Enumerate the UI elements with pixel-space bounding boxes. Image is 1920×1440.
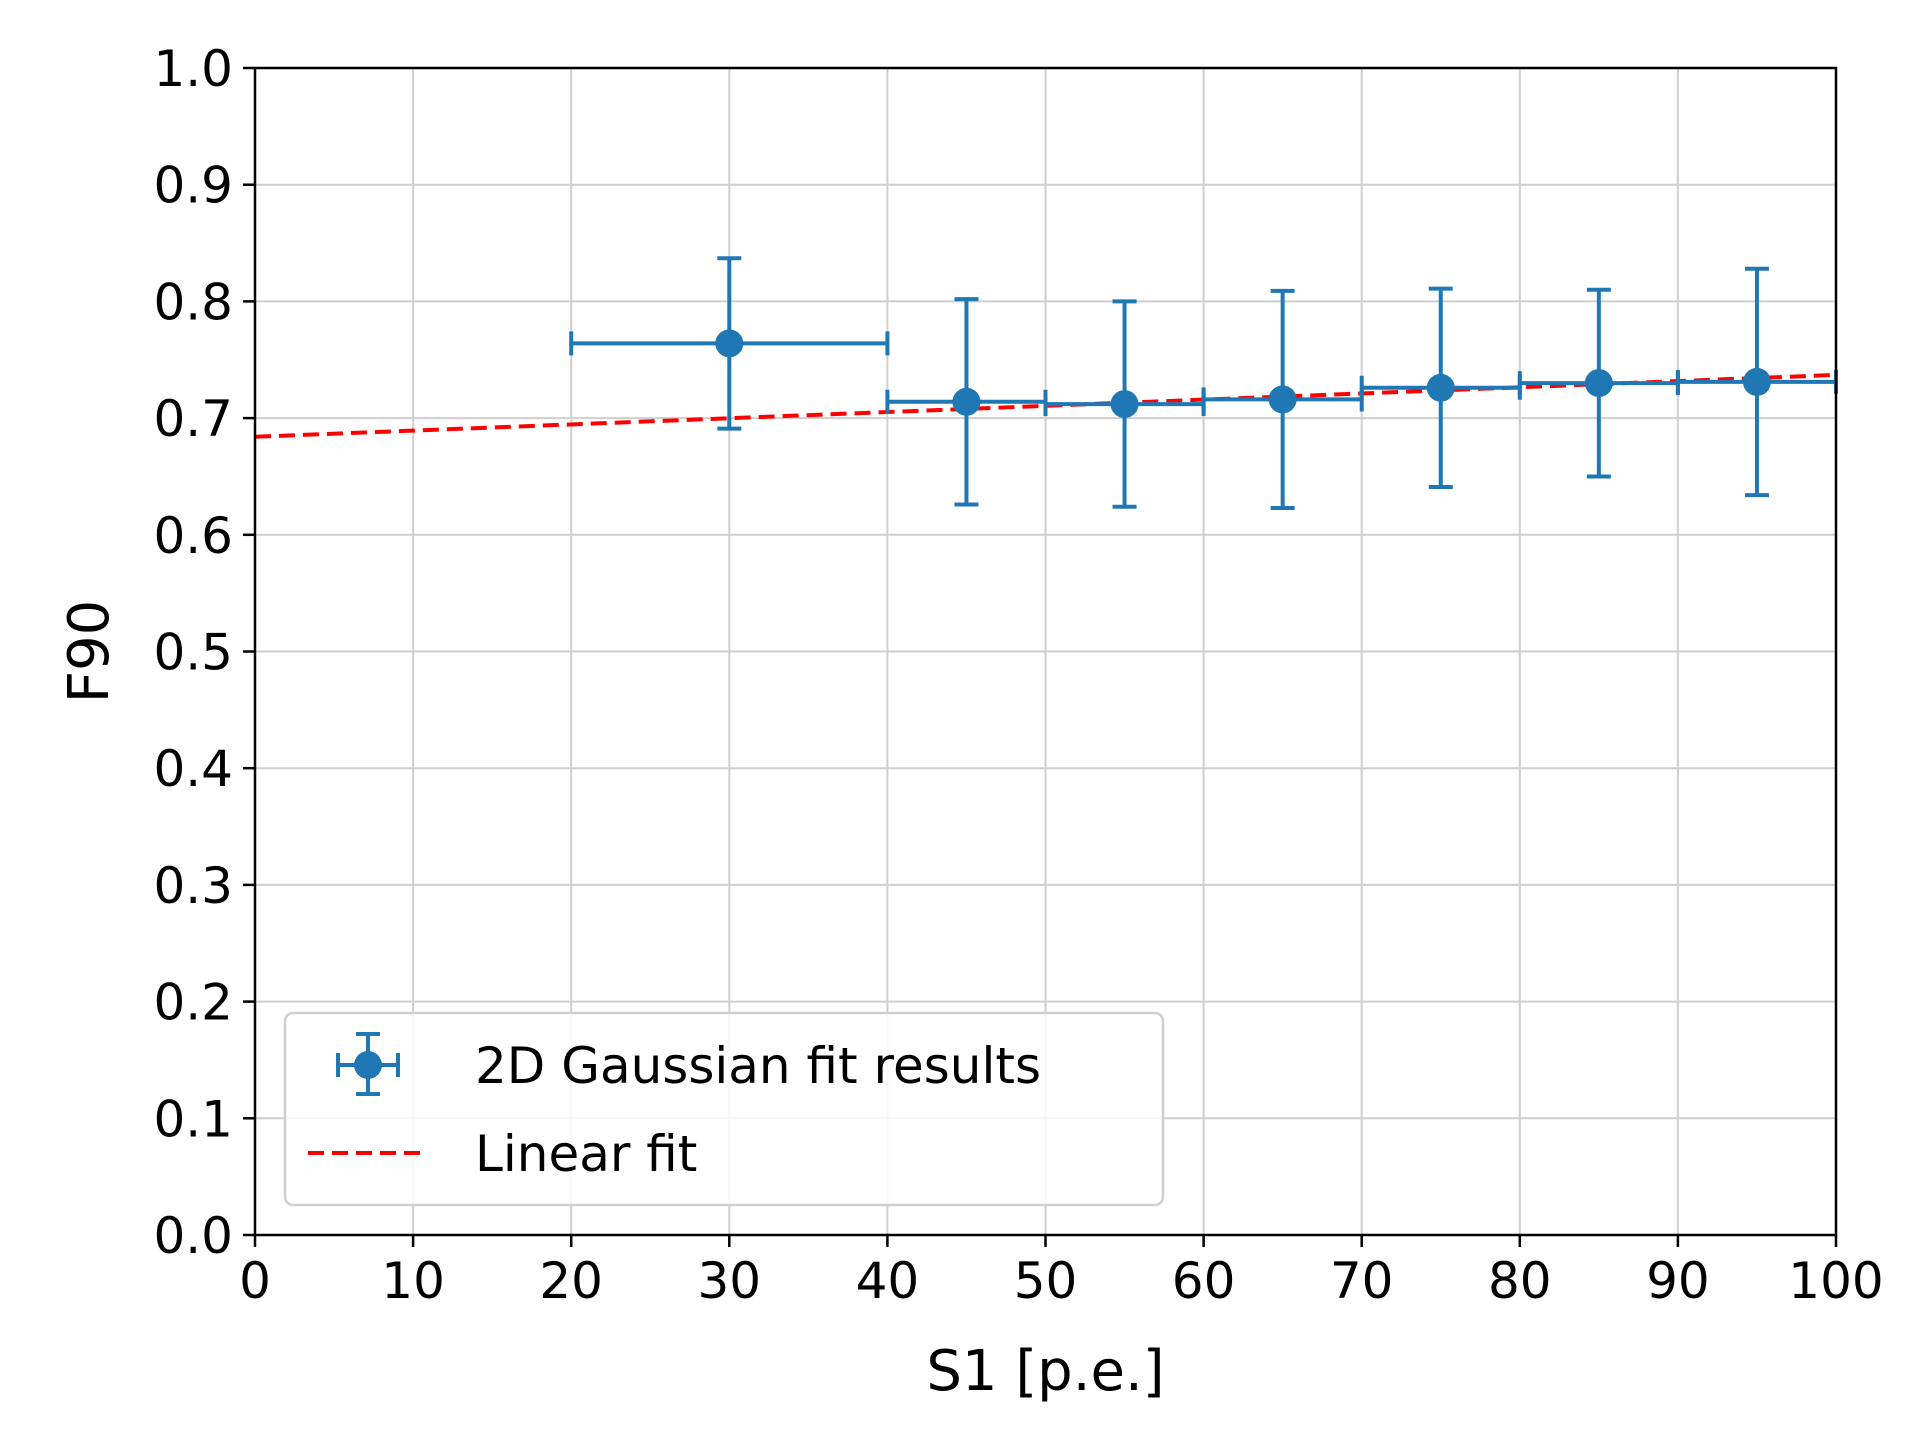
y-tick-label: 0.7 xyxy=(153,390,233,448)
legend-label-gaussian: 2D Gaussian fit results xyxy=(475,1037,1041,1095)
data-point xyxy=(1359,286,1522,489)
data-marker xyxy=(715,329,744,358)
legend-label-linear-fit: Linear fit xyxy=(475,1125,697,1183)
y-tick-label: 1.0 xyxy=(153,40,233,98)
y-tick-label: 0.9 xyxy=(153,157,233,215)
legend-box xyxy=(283,1011,1165,1207)
y-tick-label: 0.1 xyxy=(153,1090,233,1148)
data-marker xyxy=(1584,369,1613,398)
x-tick-label: 60 xyxy=(1172,1252,1236,1310)
y-tick-label: 0.3 xyxy=(153,857,233,915)
x-tick-label: 0 xyxy=(239,1252,271,1310)
data-point xyxy=(569,256,890,431)
y-tick-label: 0.2 xyxy=(153,974,233,1032)
x-tick-label: 100 xyxy=(1788,1252,1883,1310)
data-point xyxy=(1517,287,1680,479)
data-marker xyxy=(1268,385,1297,414)
data-marker xyxy=(952,387,981,416)
data-marker xyxy=(1426,373,1455,402)
y-tick-label: 0.4 xyxy=(153,740,233,798)
data-marker xyxy=(1110,390,1139,419)
y-tick-label: 0.5 xyxy=(153,624,233,682)
x-tick-label: 70 xyxy=(1330,1252,1394,1310)
legend-errorbar-marker xyxy=(336,1032,400,1096)
y-tick-label: 0.0 xyxy=(153,1207,233,1265)
data-point xyxy=(1675,266,1838,498)
x-tick-label: 20 xyxy=(539,1252,603,1310)
x-tick-label: 30 xyxy=(697,1252,761,1310)
x-tick-label: 10 xyxy=(381,1252,445,1310)
x-tick-label: 80 xyxy=(1488,1252,1552,1310)
x-ticks: 0 10 20 30 40 50 60 70 80 90 100 xyxy=(239,1235,1884,1310)
data-point xyxy=(1043,299,1206,509)
y-tick-label: 0.6 xyxy=(153,507,233,565)
x-tick-label: 40 xyxy=(856,1252,920,1310)
x-axis-label: S1 [p.e.] xyxy=(926,1339,1164,1404)
x-tick-label: 50 xyxy=(1014,1252,1078,1310)
data-point xyxy=(885,297,1048,507)
data-layer xyxy=(569,256,1838,510)
x-tick-label: 90 xyxy=(1646,1252,1710,1310)
y-axis-label: F90 xyxy=(57,600,122,703)
data-marker xyxy=(1742,367,1771,396)
y-ticks: 0.0 0.1 0.2 0.3 0.4 0.5 0.6 0.7 0.8 0.9 1.0 xyxy=(153,40,255,1265)
y-tick-label: 0.8 xyxy=(153,273,233,331)
legend: 2D Gaussian fit results Linear fit xyxy=(283,1011,1165,1207)
